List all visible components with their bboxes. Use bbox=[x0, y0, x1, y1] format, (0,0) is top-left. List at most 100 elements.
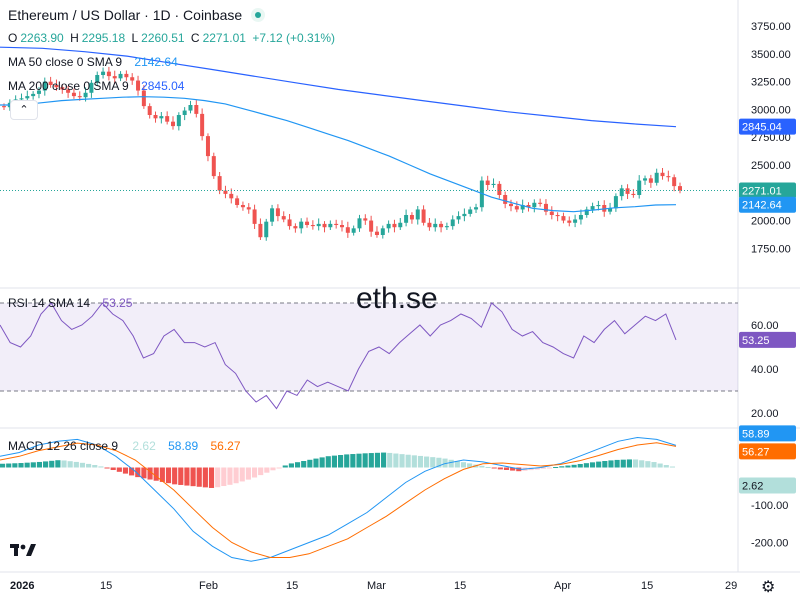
ma50-value: 2142.64 bbox=[134, 55, 178, 69]
ma50-legend[interactable]: MA 50 close 0 SMA 9 2142.64 bbox=[8, 55, 181, 70]
candle-body bbox=[532, 202, 537, 208]
candle-body bbox=[503, 195, 508, 204]
macd-hist-value: 2.62 bbox=[132, 439, 156, 453]
tradingview-logo-icon[interactable] bbox=[10, 540, 42, 562]
candle-body bbox=[596, 205, 601, 207]
candle-body bbox=[608, 208, 613, 212]
macd-histogram-bar bbox=[49, 460, 55, 468]
price-axis-tick: 3000.00 bbox=[751, 104, 791, 116]
candle-body bbox=[36, 90, 41, 94]
candle-body bbox=[421, 209, 426, 223]
candle-body bbox=[543, 203, 548, 212]
macd-histogram-bar bbox=[73, 461, 79, 468]
macd-histogram-bar bbox=[669, 466, 675, 468]
macd-histogram-bar bbox=[430, 457, 436, 468]
candle-body bbox=[200, 113, 205, 137]
candle-body bbox=[573, 219, 578, 223]
gear-icon[interactable]: ⚙ bbox=[761, 579, 776, 596]
macd-histogram-bar bbox=[639, 460, 645, 468]
candle-body bbox=[409, 215, 414, 220]
macd-histogram-bar bbox=[172, 467, 178, 485]
candle-body bbox=[287, 219, 292, 227]
candle-body bbox=[182, 110, 187, 115]
candle-body bbox=[555, 215, 560, 217]
candle-body bbox=[252, 209, 257, 224]
rsi-axis-tick: 40.00 bbox=[751, 364, 779, 376]
candle-body bbox=[654, 172, 659, 183]
candle-body bbox=[631, 193, 636, 195]
ma200-legend[interactable]: MA 200 close 0 SMA 9 2845.04 bbox=[8, 79, 187, 94]
candle-body bbox=[678, 186, 682, 191]
macd-histogram-bar bbox=[614, 459, 620, 468]
candle-body bbox=[217, 176, 222, 191]
candle-body bbox=[147, 106, 152, 115]
time-axis-tick: 15 bbox=[100, 580, 112, 592]
price-label: 2845.04 bbox=[742, 122, 782, 134]
macd-histogram-bar bbox=[264, 467, 270, 473]
macd-histogram-bar bbox=[301, 460, 307, 468]
macd-hist-price-label-bg bbox=[739, 477, 796, 494]
macd-histogram-bar bbox=[86, 463, 92, 468]
macd-histogram-bar bbox=[565, 465, 571, 468]
macd-histogram-bar bbox=[657, 463, 663, 468]
macd-histogram-bar bbox=[184, 467, 190, 486]
price-axis-tick: 2500.00 bbox=[751, 160, 791, 172]
rsi-axis-tick: 20.00 bbox=[751, 408, 779, 420]
price-axis-tick: 2000.00 bbox=[751, 216, 791, 228]
price-label: 2142.64 bbox=[742, 200, 782, 212]
macd-histogram-bar bbox=[608, 460, 614, 468]
rsi-legend[interactable]: RSI 14 SMA 14 53.25 bbox=[8, 296, 135, 311]
macd-histogram-bar bbox=[141, 467, 147, 479]
candle-body bbox=[77, 96, 82, 98]
ma200-value: 2845.04 bbox=[141, 79, 185, 93]
price-label-bg bbox=[739, 182, 796, 199]
candle-body bbox=[235, 198, 240, 205]
macd-histogram-bar bbox=[202, 467, 208, 488]
macd-histogram-bar bbox=[645, 461, 651, 468]
macd-histogram-bar bbox=[251, 467, 258, 478]
candle-body bbox=[95, 75, 100, 83]
macd-histogram-bar bbox=[559, 466, 565, 468]
macd-histogram-bar bbox=[294, 462, 301, 468]
macd-histogram-bar bbox=[454, 460, 460, 468]
candle-body bbox=[106, 71, 111, 77]
macd-histogram-bar bbox=[620, 459, 626, 468]
symbol-title[interactable]: Ethereum / US Dollar · 1D · Coinbase bbox=[8, 8, 268, 23]
macd-histogram-bar bbox=[374, 452, 381, 468]
candle-body bbox=[491, 183, 496, 185]
candle-body bbox=[637, 180, 642, 195]
macd-histogram-bar bbox=[18, 463, 24, 468]
macd-histogram-bar bbox=[424, 456, 430, 468]
macd-histogram-bar bbox=[153, 467, 159, 481]
candle-body bbox=[2, 106, 6, 108]
macd-histogram-bar bbox=[215, 467, 221, 488]
rsi-axis-tick: 60.00 bbox=[751, 320, 779, 332]
candle-body bbox=[625, 188, 630, 194]
macd-histogram-bar bbox=[258, 467, 264, 476]
chevron-up-icon[interactable]: ⌃ bbox=[10, 100, 38, 120]
candle-body bbox=[258, 223, 263, 238]
candle-body bbox=[392, 223, 397, 228]
candle-body bbox=[328, 223, 333, 228]
price-axis-tick: 3500.00 bbox=[751, 49, 791, 61]
macd-legend[interactable]: MACD 12 26 close 9 2.62 58.89 56.27 bbox=[8, 439, 244, 454]
candle-body bbox=[538, 202, 543, 204]
macd-histogram-bar bbox=[98, 466, 104, 468]
macd-histogram-bar bbox=[485, 467, 491, 469]
macd-histogram-bar bbox=[36, 461, 43, 468]
candle-body bbox=[101, 71, 106, 75]
candle-body bbox=[398, 222, 403, 228]
candle-body bbox=[153, 115, 158, 119]
time-axis-tick: 15 bbox=[641, 580, 653, 592]
macd-histogram-bar bbox=[553, 467, 559, 469]
macd-histogram-bar bbox=[233, 467, 239, 484]
ma50-line bbox=[0, 96, 677, 213]
macd-histogram-bar bbox=[356, 453, 362, 468]
candle-body bbox=[374, 231, 379, 235]
candle-body bbox=[474, 207, 479, 210]
macd-histogram-bar bbox=[448, 459, 454, 468]
macd-histogram-bar bbox=[460, 462, 467, 468]
candle-body bbox=[351, 228, 356, 233]
candle-body bbox=[549, 211, 554, 215]
